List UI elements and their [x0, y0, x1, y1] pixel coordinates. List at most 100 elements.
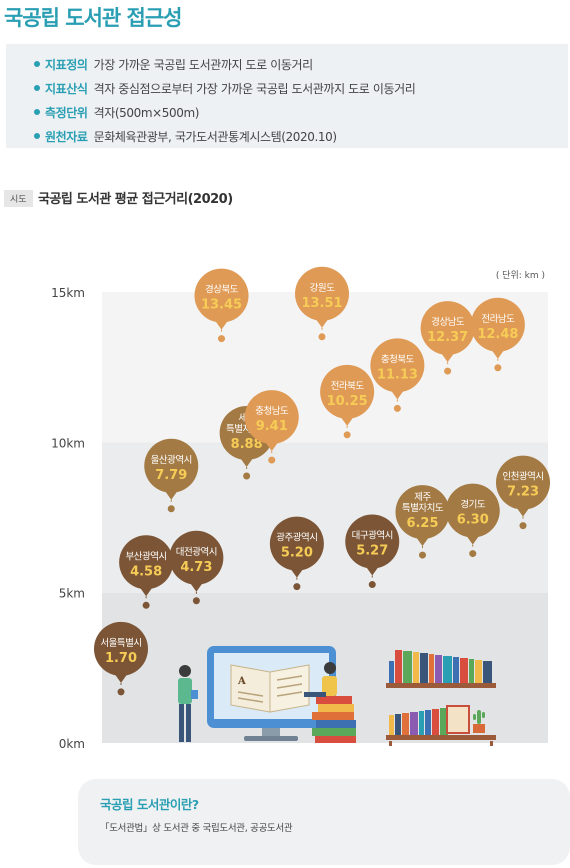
data-point: 전라남도 12.48 — [470, 297, 525, 372]
point-dot — [419, 551, 426, 559]
value-label: 6.25 — [406, 516, 438, 531]
point-dot — [519, 522, 527, 530]
info-value: 격자(500m×500m) — [93, 105, 200, 120]
pin-circle — [496, 455, 550, 510]
y-tick-label: 15km — [51, 286, 85, 300]
bookshelf-icon — [386, 650, 496, 746]
indicator-info-box: 지표정의 가장 가까운 국공립 도서관까지 도로 이동거리 지표산식 격자 중심… — [6, 44, 568, 148]
value-label: 1.70 — [105, 651, 137, 666]
pin-circle — [169, 530, 224, 585]
region-label: 울산광역시 — [151, 454, 192, 466]
definition-note-box: 국공립 도서관이란? 「도서관법」상 도서관 중 국립도서관, 공공도서관 — [78, 779, 570, 865]
data-point: 대전광역시 4.73 — [169, 530, 224, 605]
section-tag: 시도 — [4, 190, 33, 207]
y-tick-label: 10km — [51, 436, 85, 450]
region-label: 제주 — [414, 492, 431, 503]
data-point: 전라북도 10.25 — [320, 364, 375, 439]
region-label: 강원도 — [310, 283, 335, 294]
point-dot — [343, 431, 351, 439]
region-label: 경상남도 — [431, 316, 465, 328]
value-label: 5.27 — [356, 544, 388, 559]
region-label: 경상북도 — [205, 284, 239, 296]
note-text: 「도서관법」상 도서관 중 국립도서관, 공공도서관 — [100, 823, 293, 834]
region-label: 전라남도 — [481, 314, 515, 325]
point-dot — [218, 335, 225, 343]
point-dot — [444, 367, 452, 375]
point-dot — [167, 505, 175, 513]
data-point: 서울특별시 1.70 — [94, 621, 148, 696]
data-point: 울산광역시 7.79 — [144, 438, 199, 513]
pin-circle — [119, 535, 174, 590]
data-point: 경기도 6.30 — [445, 483, 500, 558]
data-point: 경상북도 13.45 — [194, 268, 249, 343]
info-label: 지표정의 — [45, 57, 88, 72]
certificate-icon — [446, 705, 470, 734]
value-label: 6.30 — [457, 513, 489, 528]
value-label: 12.48 — [477, 327, 518, 342]
open-book-icon — [230, 664, 271, 713]
pin-circle — [470, 297, 525, 352]
region-label: 대전광역시 — [176, 546, 217, 558]
note-title: 국공립 도서관이란? — [100, 797, 199, 812]
svg-text:A: A — [237, 676, 246, 687]
data-point: 인천광역시 7.23 — [496, 455, 550, 530]
pin-circle — [445, 483, 500, 538]
value-label: 4.73 — [180, 560, 212, 575]
value-label: 7.79 — [155, 468, 187, 483]
value-label: 4.58 — [130, 564, 162, 579]
value-label: 5.20 — [281, 546, 313, 561]
point-dot — [393, 404, 401, 412]
pin-circle — [244, 390, 299, 445]
info-value: 격자 중심점으로부터 가장 가까운 국공립 도서관까지 도로 이동거리 — [93, 81, 416, 96]
info-row-formula: 지표산식 격자 중심점으로부터 가장 가까운 국공립 도서관까지 도로 이동거리 — [6, 76, 568, 100]
region-label: 전라북도 — [331, 381, 365, 392]
pin-circle — [345, 514, 400, 569]
unit-note: ( 단위: km ) — [496, 270, 545, 281]
data-point: 강원도 13.51 — [295, 266, 349, 341]
page-title: 국공립 도서관 접근성 — [4, 6, 183, 30]
pin-circle — [269, 516, 324, 571]
monitor-neck — [262, 728, 280, 736]
info-value: 문화체육관광부, 국가도서관통계시스템(2020.10) — [93, 129, 338, 144]
point-dot — [268, 456, 276, 464]
info-row-source: 원천자료 문화체육관광부, 국가도서관통계시스템(2020.10) — [6, 124, 568, 148]
value-label: 12.37 — [427, 330, 468, 345]
y-tick-label: 0km — [59, 737, 85, 751]
point-dot — [318, 333, 326, 341]
bullet-icon — [34, 61, 40, 67]
reader-icon — [324, 662, 336, 674]
value-label: 8.88 — [231, 437, 263, 452]
pin-circle — [295, 266, 349, 321]
section-title: 국공립 도서관 평균 접근거리(2020) — [38, 192, 233, 207]
pin-circle — [320, 364, 375, 419]
region-label: 특별자치도 — [402, 502, 444, 514]
point-dot — [192, 597, 200, 605]
pin-circle — [144, 438, 199, 493]
pin-circle — [370, 338, 425, 393]
info-label: 원천자료 — [45, 129, 88, 144]
monitor-stand — [244, 736, 298, 741]
pin-circle — [194, 268, 249, 323]
info-row-unit: 측정단위 격자(500m×500m) — [6, 100, 568, 124]
info-value: 가장 가까운 국공립 도서관까지 도로 이동거리 — [93, 57, 314, 72]
region-label: 광주광역시 — [276, 532, 317, 544]
pin-circle — [420, 301, 475, 356]
point-dot — [293, 583, 301, 591]
data-point: 부산광역시 4.58 — [119, 535, 174, 609]
point-dot — [243, 472, 251, 480]
y-tick-label: 5km — [59, 587, 85, 601]
bullet-icon — [34, 85, 40, 91]
point-dot — [142, 601, 150, 609]
bullet-icon — [34, 109, 40, 115]
region-label: 부산광역시 — [126, 550, 167, 562]
data-point: 충청북도 11.13 — [370, 338, 425, 412]
value-label: 9.41 — [256, 419, 288, 434]
region-label: 충청남도 — [255, 406, 289, 417]
region-label: 경기도 — [460, 499, 485, 511]
data-point: 경상남도 12.37 — [420, 301, 475, 375]
value-label: 13.45 — [201, 298, 242, 313]
value-label: 10.25 — [327, 394, 368, 409]
info-label: 측정단위 — [45, 105, 88, 120]
pin-circle — [94, 621, 148, 676]
